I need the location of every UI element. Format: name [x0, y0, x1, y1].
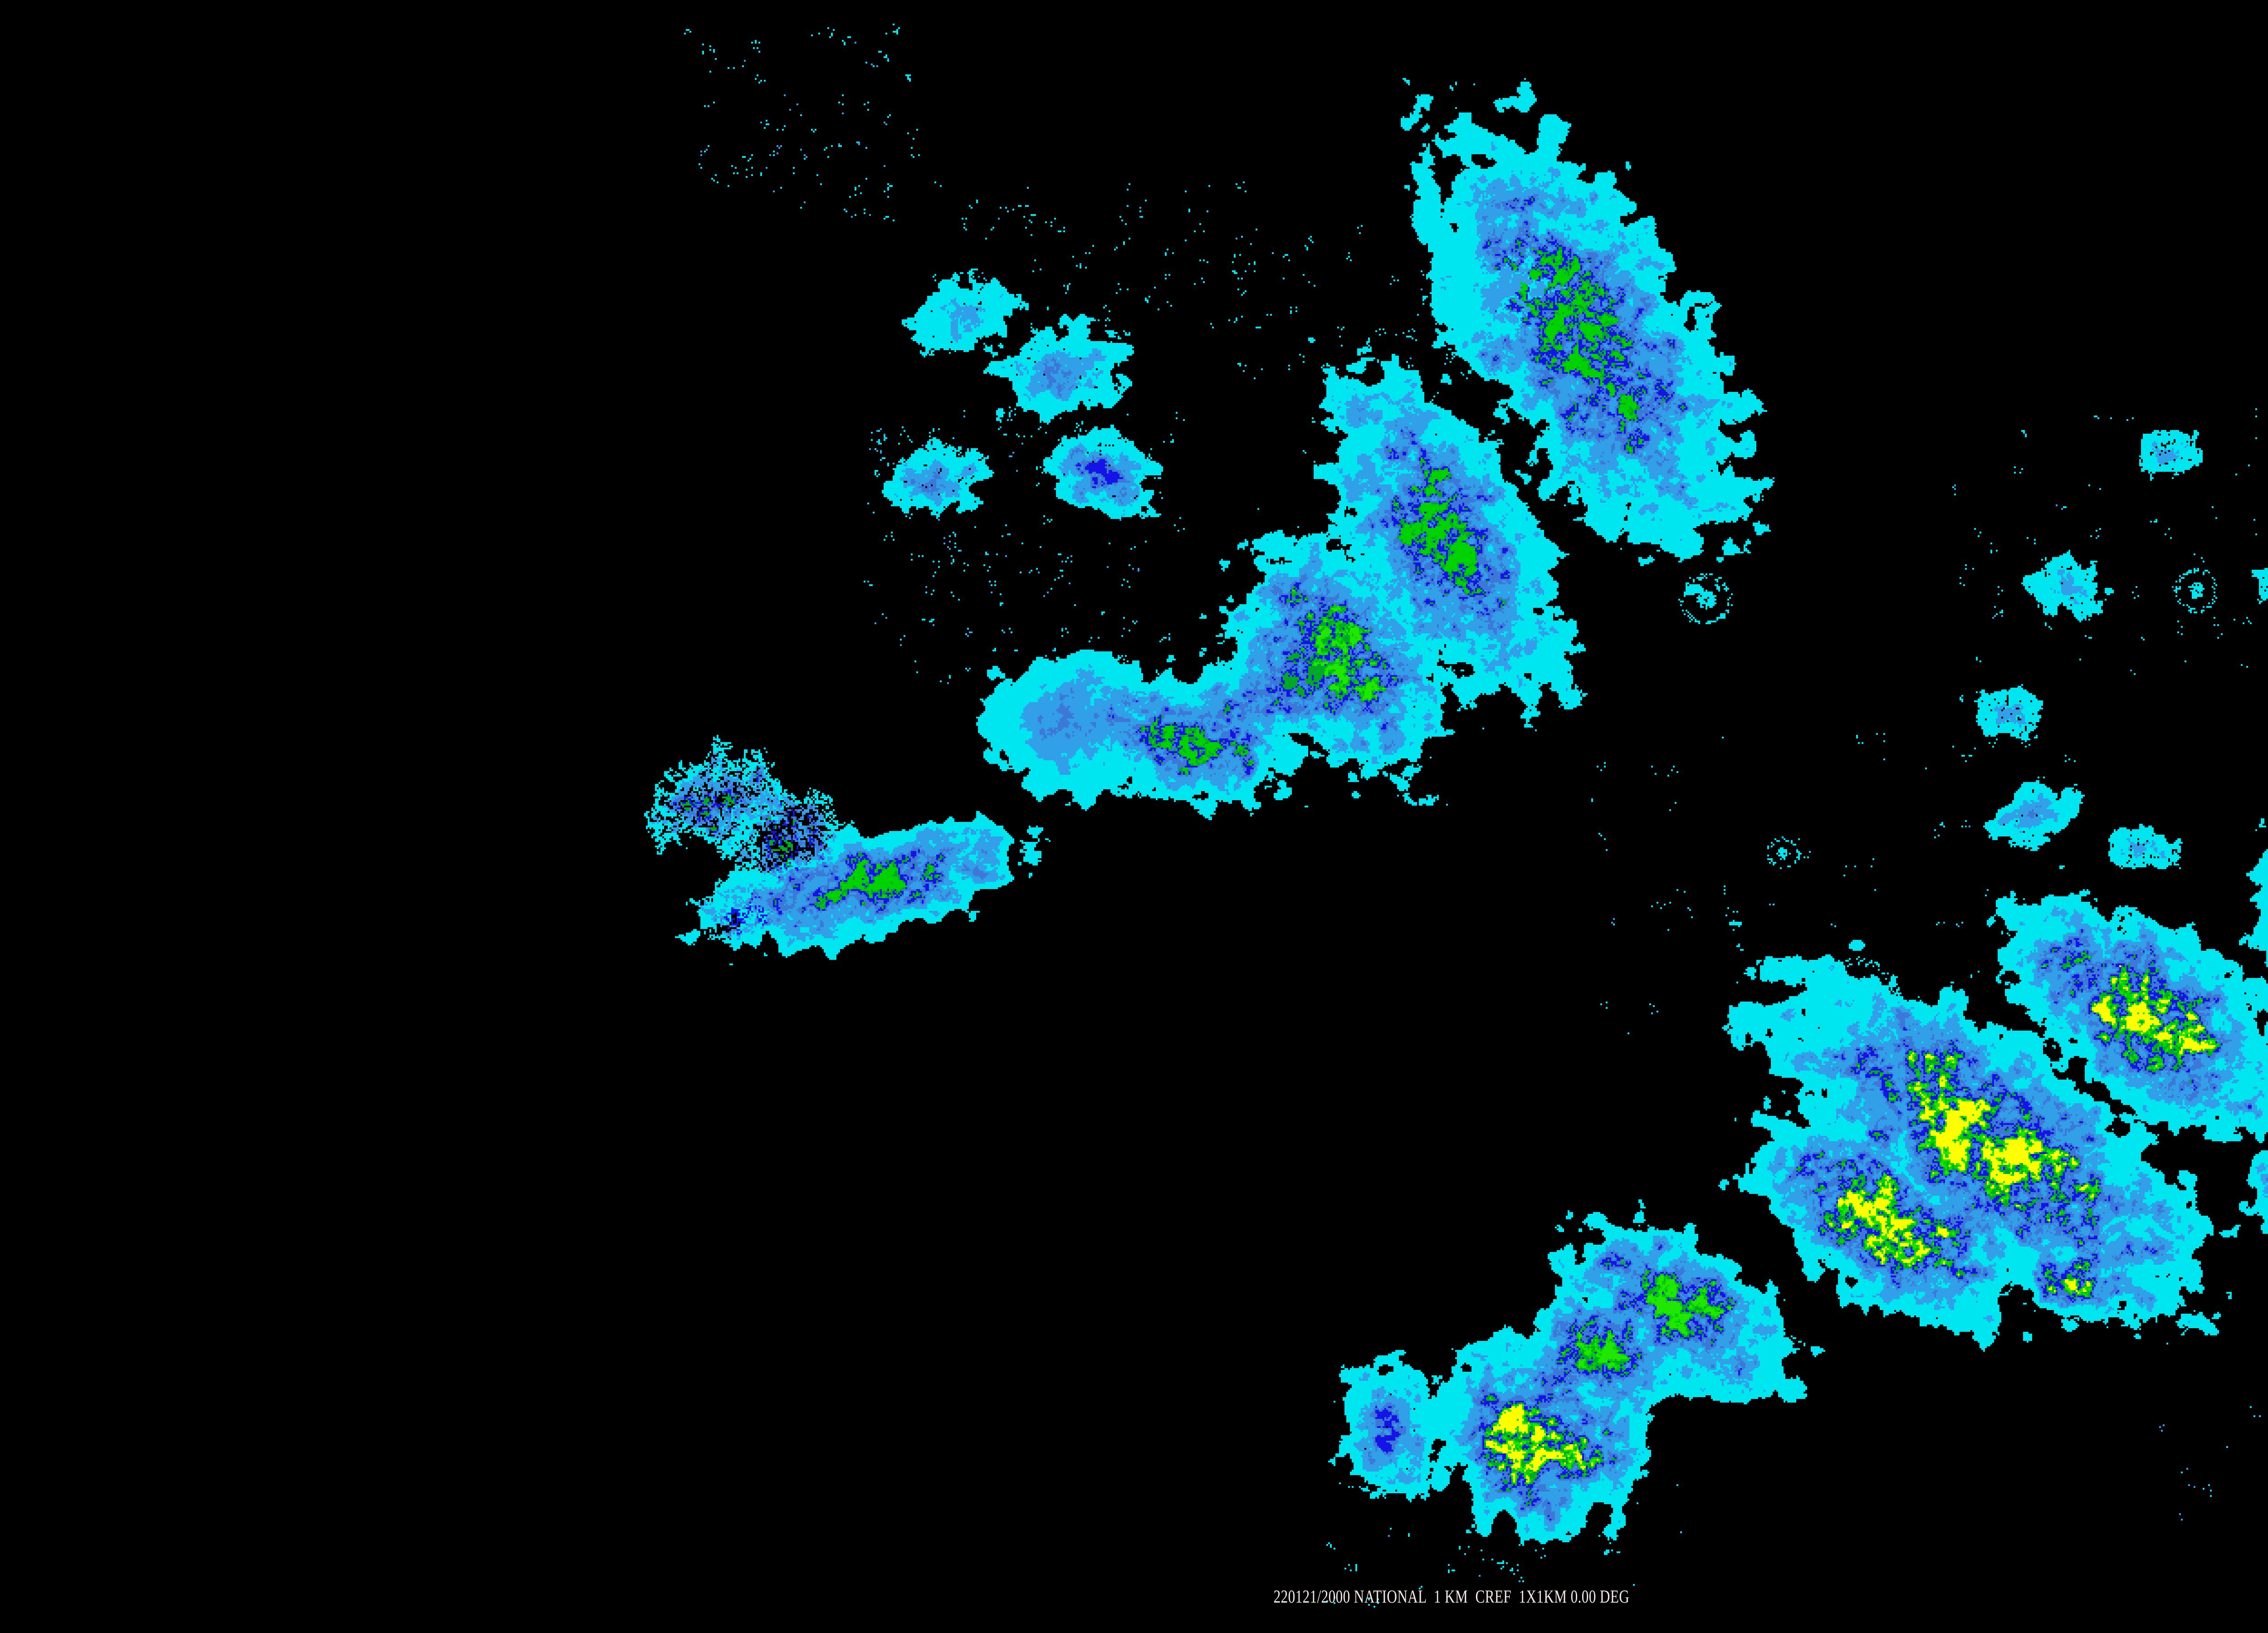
radar-image-viewport: 220121/2000 NATIONAL 1 KM CREF 1X1KM 0.0…	[0, 0, 2268, 1633]
radar-reflectivity-canvas	[0, 0, 2268, 1633]
